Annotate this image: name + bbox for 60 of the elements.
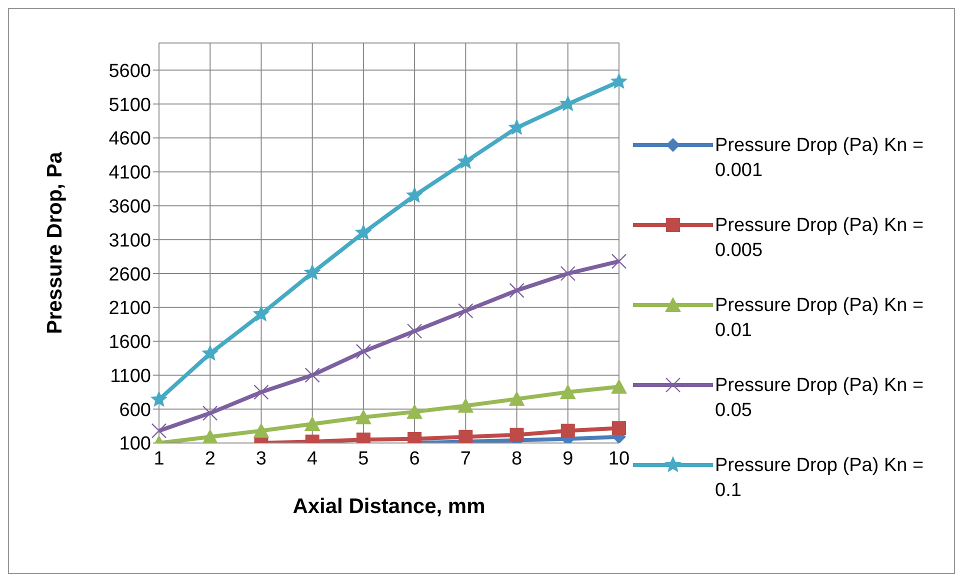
point [406, 324, 422, 339]
point [151, 423, 167, 438]
x-tick-label: 6 [409, 448, 420, 470]
point [202, 406, 218, 421]
x-tick-label: 3 [256, 448, 267, 470]
point [458, 303, 474, 318]
y-tick-label: 5600 [108, 60, 151, 82]
y-tick-label: 4600 [108, 128, 151, 150]
y-tick-label: 1100 [110, 366, 151, 387]
point [560, 384, 576, 400]
point [611, 378, 627, 394]
x-tick-label: 9 [562, 448, 574, 470]
x-tick-label: 1 [154, 448, 164, 470]
x-axis-title: Axial Distance, mm [292, 495, 486, 518]
x-tick-label: 8 [511, 448, 522, 470]
x-tick-label: 2 [204, 448, 216, 470]
y-tick-label: 2600 [108, 264, 151, 286]
point [406, 404, 423, 419]
point [458, 430, 473, 443]
y-tick-label: 1600 [108, 332, 151, 354]
legend-label: Pressure Drop (Pa) Kn = 0.001 [715, 134, 925, 183]
x-tick-label: 7 [460, 448, 471, 470]
point [304, 368, 320, 383]
point [202, 344, 219, 361]
y-tick-label: 3100 [108, 230, 151, 252]
point [610, 72, 628, 89]
point [254, 384, 269, 400]
legend-label: Pressure Drop (Pa) Kn = 0.005 [715, 214, 925, 263]
legend-label: Pressure Drop (Pa) Kn = 0.1 [715, 454, 925, 503]
y-axis-title: Pressure Drop, Pa [43, 152, 66, 334]
y-tick-label: 2100 [108, 298, 151, 320]
x-tick-label: 5 [358, 448, 369, 470]
point [304, 264, 321, 280]
point [612, 421, 626, 436]
point [560, 424, 575, 438]
y-tick-label: 4100 [108, 162, 151, 184]
x-tick-label: 10 [608, 448, 630, 470]
y-tick-label: 3600 [108, 196, 151, 218]
point [457, 152, 474, 169]
point [354, 224, 372, 240]
point [253, 422, 270, 438]
y-tick-label: 5100 [108, 94, 151, 116]
point [202, 428, 218, 443]
y-tick-label: 600 [119, 400, 151, 421]
point [252, 305, 270, 322]
point [509, 282, 524, 298]
point [356, 344, 372, 360]
legend-label: Pressure Drop (Pa) Kn = 0.05 [715, 374, 925, 423]
point [458, 398, 474, 413]
point [304, 416, 320, 432]
point [406, 186, 424, 203]
y-tick-label: 100 [119, 434, 151, 455]
point [150, 390, 168, 407]
point [508, 390, 525, 406]
point [508, 118, 526, 136]
x-tick-label: 4 [307, 448, 318, 470]
legend-label: Pressure Drop (Pa) Kn = 0.01 [715, 294, 925, 343]
point [355, 409, 372, 424]
point [611, 254, 627, 269]
point [560, 266, 576, 282]
